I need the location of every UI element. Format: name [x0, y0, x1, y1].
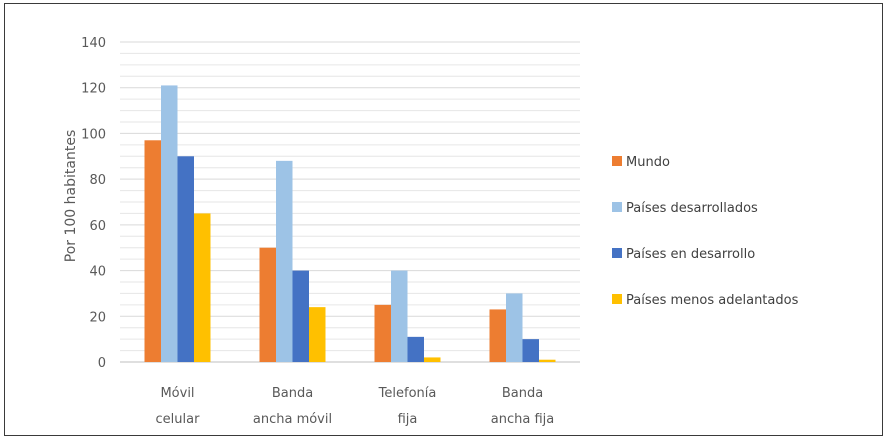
bar-países-menos-adelantados-0 — [194, 213, 211, 362]
x-axis-categories: Móvil celular Banda ancha móvil Telefonía fij… — [156, 386, 555, 427]
bar-países-menos-adelantados-1 — [309, 307, 326, 362]
legend-swatch — [612, 202, 622, 212]
bar-países-en-desarrollo-3 — [522, 339, 539, 362]
y-tick-label: 80 — [89, 173, 106, 188]
legend-label: Países en desarrollo — [626, 247, 755, 262]
bar-países-desarrollados-2 — [391, 270, 408, 362]
category-label: Banda — [502, 386, 543, 401]
bar-países-en-desarrollo-2 — [407, 336, 424, 362]
legend-label: Países desarrollados — [626, 201, 758, 216]
legend-swatch — [612, 248, 622, 258]
y-tick-label: 60 — [89, 219, 106, 234]
legend-swatch — [612, 294, 622, 304]
category-label: ancha fija — [491, 412, 554, 427]
legend-label: Mundo — [626, 155, 670, 170]
bar-mundo-3 — [489, 309, 506, 362]
y-axis-ticks: 0 20 40 60 80 100 120 140 — [81, 36, 106, 371]
y-tick-label: 120 — [81, 82, 106, 97]
category-label: ancha móvil — [253, 412, 332, 427]
y-tick-label: 140 — [81, 36, 106, 51]
category-label: fija — [398, 412, 418, 427]
category-label: celular — [156, 412, 201, 427]
bar-países-menos-adelantados-2 — [424, 357, 441, 362]
legend-swatch — [612, 156, 622, 166]
bar-países-desarrollados-3 — [506, 293, 523, 362]
y-tick-label: 20 — [89, 310, 106, 325]
y-tick-label: 0 — [98, 356, 106, 371]
bars — [144, 85, 556, 362]
y-axis-label: Por 100 habitantes — [63, 130, 79, 262]
bar-países-menos-adelantados-3 — [539, 359, 556, 362]
bar-mundo-1 — [259, 247, 276, 362]
category-label: Banda — [272, 386, 313, 401]
bar-mundo-2 — [374, 304, 391, 362]
category-label: Móvil — [160, 386, 194, 401]
bar-países-desarrollados-0 — [161, 85, 178, 362]
y-tick-label: 100 — [81, 127, 106, 142]
legend: Mundo Países desarrollados Países en desar… — [612, 155, 799, 308]
bar-países-desarrollados-1 — [276, 160, 293, 362]
y-tick-label: 40 — [89, 265, 106, 280]
legend-label: Países menos adelantados — [626, 293, 799, 308]
bar-países-en-desarrollo-0 — [177, 156, 194, 362]
bar-mundo-0 — [144, 140, 161, 362]
category-label: Telefonía — [378, 386, 437, 401]
bar-países-en-desarrollo-1 — [292, 270, 309, 362]
